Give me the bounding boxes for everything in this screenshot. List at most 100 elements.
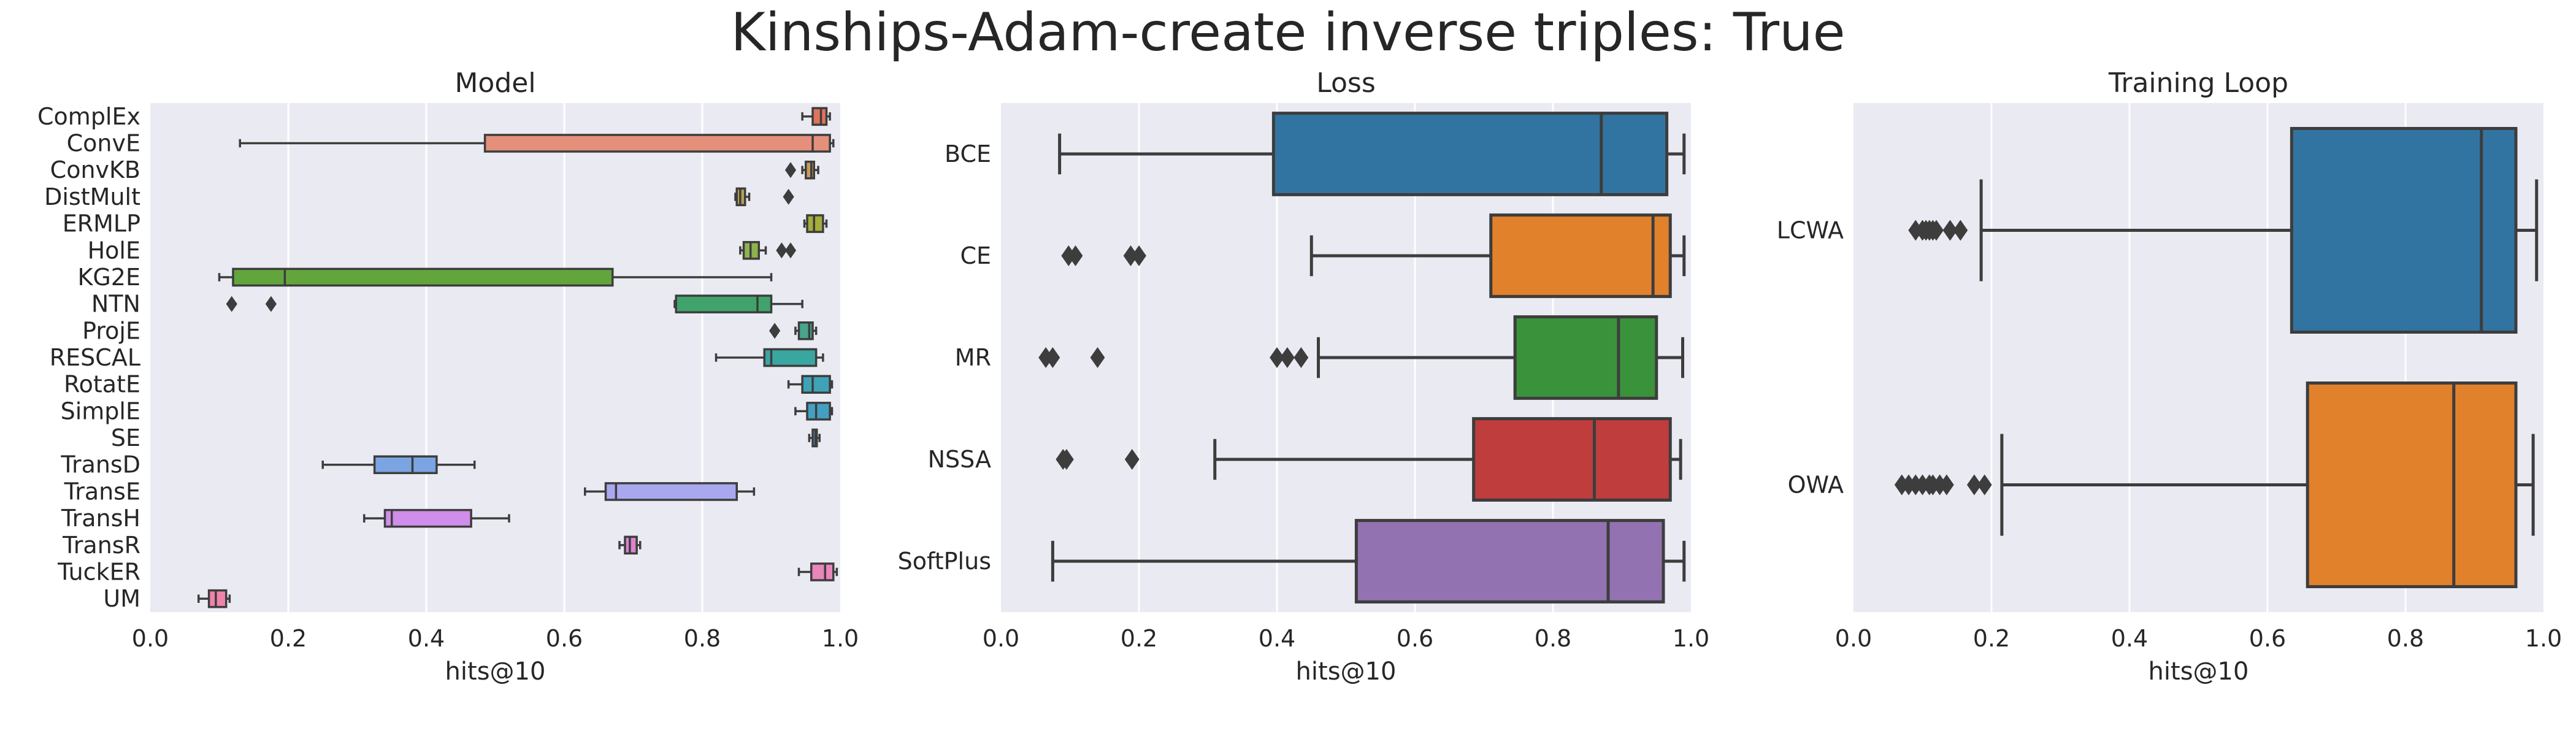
panel-loss-box-bce [1271,112,1669,196]
panel-loss-category-label: MR [955,344,991,371]
panel-loss-category-label: CE [960,242,991,269]
panel-model-category-label: RotatE [64,371,140,398]
panel-model-box-simple [806,402,831,421]
panel-model-box-convkb [805,160,815,180]
panel-model-category-label: NTN [91,291,140,318]
panel-model-xtick-label: 0.6 [546,625,583,652]
figure-suptitle: Kinships-Adam-create inverse triples: Tr… [730,2,1845,63]
panel-training-loop-box-lcwa [2290,127,2518,334]
panel-model-category-label: ConvE [67,130,140,157]
panel-model-flier [226,296,237,312]
panel-model-box-complex [811,107,828,126]
panel-training-loop-box-owa [2306,381,2518,588]
panel-model-yticks: ComplExConvEConvKBDistMultERMLPHolEKG2EN… [37,103,140,612]
panel-training-loop-flier [1977,474,1992,496]
panel-loss-xtick-label: 0.2 [1121,625,1157,652]
panel-loss-xticks: 0.0 0.2 0.4 0.6 0.8 1.0 [983,625,1709,652]
panel-model-box-ntn [675,294,773,313]
panel-model-flier [769,323,781,339]
panel-loss-box-nssa [1472,417,1672,502]
panel-model-category-label: TransE [64,478,140,505]
panel-training-loop-boxes [1894,127,2539,588]
panel-loss-title: Loss [1316,67,1376,99]
panel-loss-xtick-label: 0.6 [1397,625,1433,652]
panel-model-xticks: 0.0 0.2 0.4 0.6 0.8 1.0 [132,625,859,652]
panel-model-xtick-label: 0.0 [132,625,169,652]
panel-loss-boxes [1038,112,1686,604]
panel-loss-flier [1059,449,1074,470]
panel-training-loop-xticks: 0.0 0.2 0.4 0.6 0.8 1.0 [1835,625,2562,652]
panel-loss-flier [1123,245,1138,266]
panel-model-category-label: ERMLP [63,210,140,237]
panel-model-category-label: ConvKB [50,156,140,183]
panel-training-loop-category-label: OWA [1788,472,1844,499]
panel-loss-category-label: SoftPlus [898,548,991,575]
panel-loss-xtick-label: 0.0 [983,625,1019,652]
panel-loss-category-label: BCE [945,140,991,167]
panel-model-category-label: ComplEx [37,103,140,130]
panel-model: 0.0 0.2 0.4 0.6 0.8 1.0 ComplExConvEConvKBDis… [37,67,859,686]
panel-training-loop-xtick-label: 1.0 [2525,625,2562,652]
panel-model-flier [784,242,797,259]
panel-training-loop-flier [1929,220,1944,241]
panel-loss-yticks: BCE CE MR NSSA SoftPlus [898,140,991,575]
panel-loss-category-label: NSSA [928,446,991,473]
panel-model-category-label: TuckER [57,558,140,585]
panel-loss-box-softplus [1354,519,1665,604]
panel-model-title: Model [454,67,535,99]
panel-loss: 0.0 0.2 0.4 0.6 0.8 1.0 BCE CE MR NSSA SoftPlus L… [898,67,1710,686]
panel-loss-flier [1132,245,1146,266]
panel-loss-box-mr [1513,315,1658,400]
panel-model-box-um [207,589,228,608]
panel-model-xtick-label: 0.2 [270,625,307,652]
panel-loss-xtick-label: 0.8 [1535,625,1571,652]
panel-loss-xtick-label: 0.4 [1259,625,1295,652]
panel-model-box-transd [373,455,438,475]
panel-loss-flier [1068,245,1083,266]
panel-training-loop-xtick-label: 0.2 [1973,625,2010,652]
panel-loss-flier [1270,347,1284,368]
panel-model-category-label: SimplE [61,397,140,424]
panel-loss-box-ce [1489,213,1672,298]
panel-loss-xlabel: hits@10 [1296,657,1397,686]
panel-model-box-proje [797,321,814,340]
panel-training-loop-xlabel: hits@10 [2149,657,2249,686]
panel-model-box-rescal [763,348,818,367]
panel-loss-xtick-label: 1.0 [1673,625,1709,652]
panel-training-loop-yticks: LCWA OWA [1777,217,1844,499]
panel-model-flier [265,296,277,312]
panel-model-category-label: HolE [88,237,140,264]
panel-model-xtick-label: 0.8 [684,625,721,652]
panel-model-category-label: TransD [60,451,140,478]
panel-model-box-rotate [801,375,831,394]
panel-model-flier [776,242,788,259]
panel-training-loop-flier [1966,474,1982,496]
panel-model-category-label: RESCAL [50,344,140,371]
panel-model-category-label: KG2E [77,264,140,291]
panel-model-xtick-label: 0.4 [408,625,445,652]
panel-loss-flier [1124,449,1140,470]
panel-model-box-transh [383,508,472,528]
panel-model-category-label: SE [111,424,140,451]
panel-training-loop-xtick-label: 0.8 [2387,625,2424,652]
panel-training-loop: 0.0 0.2 0.4 0.6 0.8 1.0 LCWA OWA Training Loop… [1777,67,2562,686]
panel-model-category-label: TransR [62,532,140,559]
panel-model-category-label: TransH [61,505,140,532]
panel-training-loop-xtick-label: 0.4 [2111,625,2148,652]
panel-model-box-kg2e [232,267,614,287]
panel-model-xlabel: hits@10 [445,657,546,686]
panel-model-category-label: UM [103,585,140,612]
panel-model-flier [783,188,794,205]
panel-training-loop-flier [1953,220,1968,241]
panel-model-category-label: DistMult [44,183,140,210]
panel-model-flier [784,162,797,178]
panel-loss-flier [1294,347,1309,368]
panel-model-box-transe [604,482,738,501]
panel-training-loop-xtick-label: 0.6 [2249,625,2286,652]
panel-loss-flier [1045,347,1060,368]
panel-training-loop-xtick-label: 0.0 [1835,625,1872,652]
panel-model-boxes [197,107,838,608]
panel-loss-flier [1279,347,1295,368]
panel-model-category-label: ProjE [82,317,140,344]
